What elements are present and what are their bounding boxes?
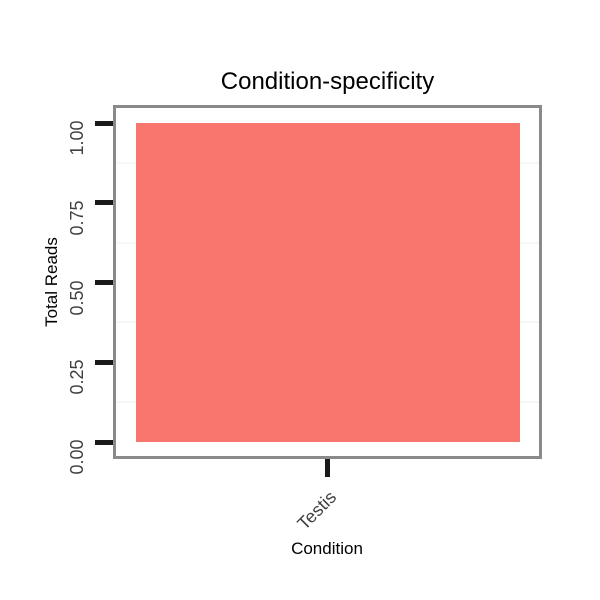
- y-axis-tick: [95, 439, 113, 445]
- y-tick-label: 0.50: [67, 279, 87, 316]
- y-axis-tick: [95, 120, 113, 126]
- chart-title: Condition-specificity: [220, 68, 435, 95]
- y-tick-label: 0.25: [67, 359, 87, 395]
- y-tick-label: 1.00: [67, 120, 87, 156]
- y-axis-tick: [95, 280, 113, 285]
- y-axis-title: Total Reads: [42, 237, 61, 327]
- x-axis-tick: [325, 459, 330, 477]
- y-axis-tick: [95, 359, 113, 365]
- y-tick-label: 0.75: [67, 200, 87, 236]
- x-axis-title: Condition: [291, 539, 363, 558]
- x-tick-label: Testis: [293, 487, 341, 534]
- y-tick-label: 0.00: [67, 439, 87, 475]
- y-axis-tick: [95, 200, 113, 206]
- bar-testis: [135, 123, 520, 442]
- plot-panel: [113, 105, 542, 459]
